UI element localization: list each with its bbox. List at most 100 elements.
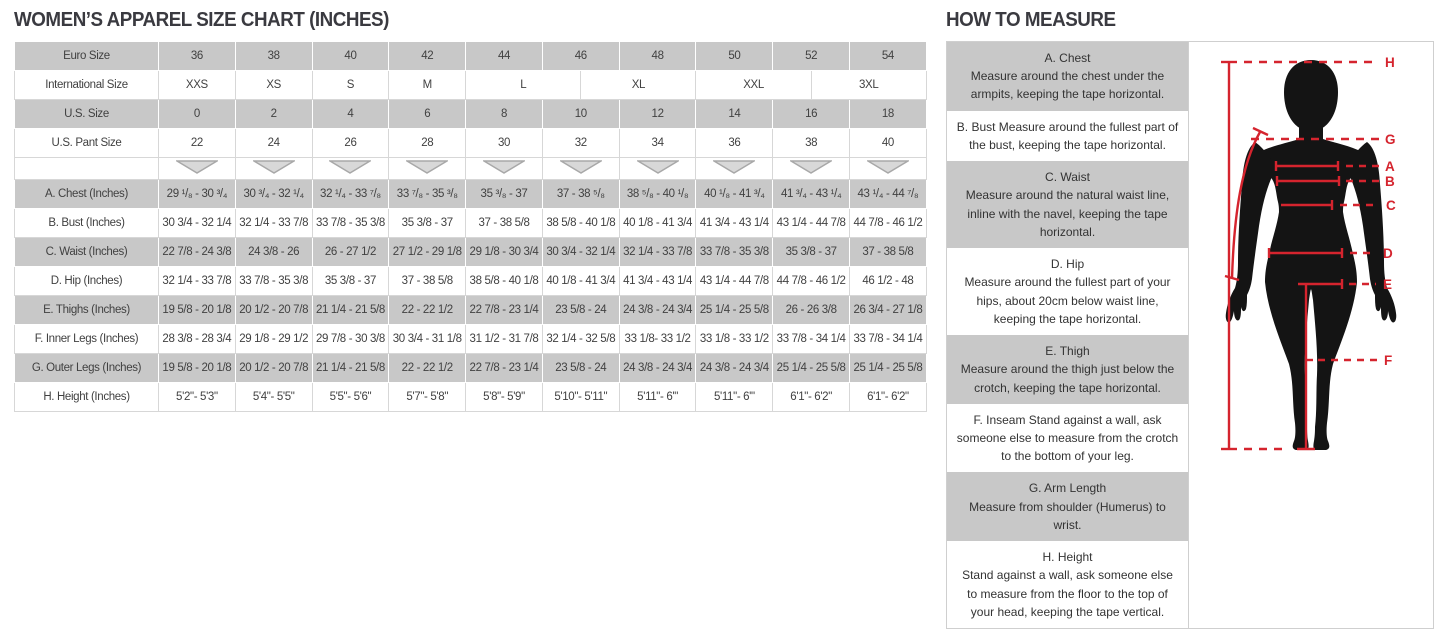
triangle-down-icon [558, 160, 604, 174]
measurement-cell: 38 ⁵/₈ - 40 ¹/₈ [618, 179, 697, 209]
measurement-cell: 6'1"- 6'2" [849, 382, 927, 412]
size-cell: 6 [388, 99, 467, 129]
measurement-cell: 38 5/8 - 40 1/8 [465, 266, 543, 296]
measure-instruction-title: E. Thigh [1045, 344, 1090, 359]
size-cell: 12 [618, 99, 697, 129]
measurement-cell: 19 5/8 - 20 1/8 [158, 353, 236, 383]
table-row: U.S. Pant Size 22 24 26 28 30 32 34 36 38 40 [14, 128, 927, 158]
label-g: G [1385, 132, 1396, 147]
measurement-cell: 5'11"- 6'" [618, 382, 697, 412]
measurement-cell: 25 1/4 - 25 5/8 [849, 353, 927, 383]
size-cell: 28 [388, 128, 467, 158]
measurement-cell: 40 1/8 - 41 3/4 [541, 266, 620, 296]
table-row [14, 157, 927, 180]
arm-length-curve [1230, 131, 1262, 280]
measurement-cell: 30 3/4 - 32 1/4 [158, 208, 236, 238]
size-cell: 2 [234, 99, 313, 129]
measurement-cell: 30 3/4 - 31 1/8 [388, 324, 467, 354]
row-label [14, 157, 159, 180]
measurement-cell: 30 ³/₄ - 32 ¹/₄ [234, 179, 313, 209]
table-row: F. Inner Legs (Inches) 28 3/8 - 28 3/4 29 … [14, 324, 927, 354]
size-cell: S [311, 70, 390, 100]
size-cell: 16 [772, 99, 851, 129]
table-row: Euro Size 36 38 40 42 44 46 48 50 52 54 [14, 41, 927, 71]
measurement-cell: 32 1/4 - 33 7/8 [618, 237, 697, 267]
measurement-cell: 32 ¹/₄ - 33 ⁷/₈ [311, 179, 390, 209]
table-row: E. Thighs (Inches) 19 5/8 - 20 1/8 20 1/2 … [14, 295, 927, 325]
size-cell: 36 [695, 128, 774, 158]
size-cell: 14 [695, 99, 774, 129]
size-cell: 26 [311, 128, 390, 158]
label-a: A [1385, 159, 1395, 174]
triangle-down-icon [174, 160, 220, 174]
measurement-cell: 30 3/4 - 32 1/4 [541, 237, 620, 267]
row-label: U.S. Pant Size [14, 128, 159, 158]
measure-instruction: F. Inseam Stand against a wall, ask some… [947, 404, 1188, 473]
label-d: D [1383, 246, 1393, 261]
measurement-cell: 20 1/2 - 20 7/8 [234, 353, 313, 383]
label-c: C [1386, 198, 1396, 213]
measurement-cell: 43 1/4 - 44 7/8 [695, 266, 774, 296]
measurement-cell: 37 - 38 ⁵/₈ [541, 179, 620, 209]
size-cell: 30 [465, 128, 543, 158]
measurement-cell: 6'1"- 6'2" [772, 382, 851, 412]
measurement-labels: H G A B C D E F [1383, 55, 1396, 368]
row-label: F. Inner Legs (Inches) [14, 324, 159, 354]
triangle-down-icon [250, 160, 297, 174]
measurement-cell: 5'2"- 5'3" [158, 382, 236, 412]
measure-guide: A. Chest Measure around the chest under t… [946, 41, 1434, 629]
measurement-cell: 41 ³/₄ - 43 ¹/₄ [772, 179, 851, 209]
size-cell: 42 [388, 41, 467, 71]
measure-instruction: H. Height Stand against a wall, ask someo… [947, 541, 1188, 628]
measurement-cell: 23 5/8 - 24 [541, 353, 620, 383]
triangle-down-icon [481, 160, 527, 174]
measure-instruction: A. Chest Measure around the chest under t… [947, 42, 1188, 111]
size-cell: 34 [618, 128, 697, 158]
measurement-cell: 20 1/2 - 20 7/8 [234, 295, 313, 325]
measure-instruction-text: F. Inseam Stand against a wall, ask some… [956, 412, 1179, 464]
how-to-measure-section: HOW TO MEASURE A. Chest Measure around th… [946, 9, 1434, 629]
arrow-cell [541, 157, 620, 180]
size-cell: 24 [234, 128, 313, 158]
measurement-cell: 41 3/4 - 43 1/4 [695, 208, 774, 238]
measurement-cell: 44 7/8 - 46 1/2 [849, 208, 927, 238]
row-label: Euro Size [14, 41, 159, 71]
measurement-cell: 43 1/4 - 44 7/8 [772, 208, 851, 238]
row-label: H. Height (Inches) [14, 382, 159, 412]
triangle-down-icon [711, 160, 758, 174]
size-cell: XXS [158, 70, 236, 100]
measurement-cell: 32 1/4 - 32 5/8 [541, 324, 620, 354]
measurement-cell: 26 - 26 3/8 [772, 295, 851, 325]
table-row: G. Outer Legs (Inches) 19 5/8 - 20 1/8 20 … [14, 353, 927, 383]
size-table-body: Euro Size 36 38 40 42 44 46 48 50 52 54 Internation… [14, 41, 927, 412]
measurement-cell: 33 7/8 - 34 1/4 [772, 324, 851, 354]
arrow-cell [158, 157, 236, 180]
triangle-down-icon [634, 160, 681, 174]
measurement-cell: 38 5/8 - 40 1/8 [541, 208, 620, 238]
measure-instruction-title: H. Height [1042, 550, 1093, 565]
measurement-cell: 33 1/8 - 33 1/2 [695, 324, 774, 354]
table-row: International Size XXS XS S M L XL XXL 3XL [14, 70, 927, 100]
measurement-cell: 5'8"- 5'9" [465, 382, 543, 412]
measurement-cell: 37 - 38 5/8 [388, 266, 467, 296]
measurement-cell: 35 3/8 - 37 [388, 208, 467, 238]
arrow-cell [311, 157, 390, 180]
row-label: G. Outer Legs (Inches) [14, 353, 159, 383]
measurement-cell: 35 3/8 - 37 [311, 266, 390, 296]
measurement-cell: 24 3/8 - 24 3/4 [618, 295, 697, 325]
measurement-cell: 40 ¹/₈ - 41 ³/₄ [695, 179, 774, 209]
measurement-cell: 33 7/8 - 35 3/8 [234, 266, 313, 296]
measurement-cell: 29 ¹/₈ - 30 ³/₄ [158, 179, 236, 209]
woman-silhouette-icon [1225, 60, 1397, 450]
measurement-cell: 32 1/4 - 33 7/8 [158, 266, 236, 296]
measurement-cell: 24 3/8 - 26 [234, 237, 313, 267]
table-row: A. Chest (Inches) 29 ¹/₈ - 30 ³/₄ 30 ³/₄ -… [14, 179, 927, 209]
row-label: U.S. Size [14, 99, 159, 129]
measurement-cell: 37 - 38 5/8 [849, 237, 927, 267]
arrow-cell [849, 157, 927, 180]
size-cell: 22 [158, 128, 236, 158]
measurement-cell: 5'4"- 5'5" [234, 382, 313, 412]
table-row: B. Bust (Inches) 30 3/4 - 32 1/4 32 1/4 - … [14, 208, 927, 238]
measure-instruction: D. Hip Measure around the fullest part of… [947, 248, 1188, 335]
body-measurement-diagram: H G A B C D E F [1221, 55, 1397, 451]
